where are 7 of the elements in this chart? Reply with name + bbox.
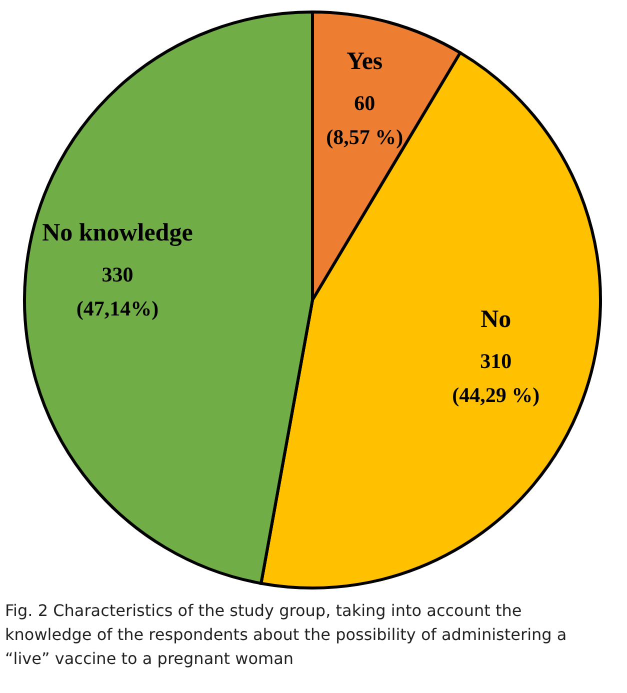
slice-label: No: [480, 306, 512, 333]
slice-label: No knowledge: [42, 219, 193, 246]
data-label: 330 (47,14%): [76, 262, 159, 320]
slice-label: Yes: [346, 48, 383, 76]
data-label: 310 (44,29 %): [452, 348, 540, 407]
caption: Fig. 2 Characteristics of the study group, taking into account the knowledge of the respondents about the possibility of administering a “live” vaccine to a pregnant woman: [5, 601, 567, 668]
data-label: 60 (8,57 %): [326, 91, 404, 150]
